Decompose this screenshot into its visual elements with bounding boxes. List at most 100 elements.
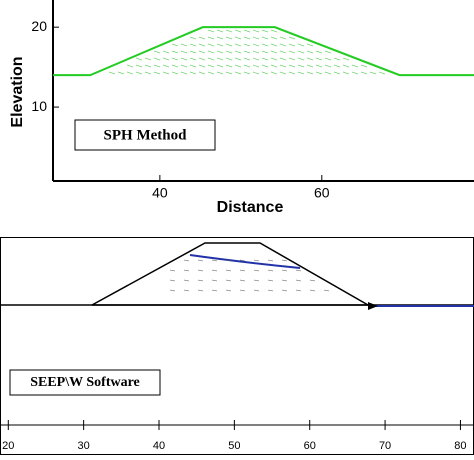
- vector-arrow: [153, 50, 161, 54]
- vector-arrow: [153, 64, 161, 68]
- vector-arrow: [239, 279, 246, 282]
- vector-arrow: [297, 43, 305, 47]
- x-tick-label: 40: [152, 185, 168, 201]
- vector-arrow: [333, 57, 341, 61]
- vector-arrow: [360, 64, 368, 68]
- vector-arrow: [333, 71, 341, 75]
- x-tick-label: 80: [454, 440, 466, 452]
- vector-arrow: [324, 71, 332, 75]
- vector-arrow: [253, 289, 260, 292]
- vector-arrow: [351, 64, 359, 68]
- vector-arrow: [216, 71, 224, 75]
- vector-arrow: [279, 71, 287, 75]
- vector-arrow: [261, 43, 269, 47]
- vector-arrow: [315, 50, 323, 54]
- vector-arrow: [225, 64, 233, 68]
- vector-arrow: [216, 36, 224, 40]
- x-tick-label: 60: [314, 185, 330, 201]
- vector-arrow: [279, 57, 287, 61]
- x-axis-label: Distance: [217, 199, 284, 216]
- phreatic-line: [189, 254, 301, 269]
- vector-arrow: [378, 71, 386, 75]
- vector-arrow: [197, 269, 204, 272]
- vector-arrow: [211, 259, 218, 262]
- vector-arrow: [180, 50, 188, 54]
- vector-arrow: [360, 71, 368, 75]
- vector-arrow: [162, 57, 170, 61]
- vector-arrow: [253, 259, 260, 262]
- vector-arrow: [279, 50, 287, 54]
- vector-arrow: [162, 64, 170, 68]
- vector-arrow: [183, 269, 190, 272]
- vector-arrow: [171, 50, 179, 54]
- vector-arrow: [117, 71, 125, 75]
- vector-arrow: [198, 64, 206, 68]
- vector-arrow: [288, 36, 296, 40]
- vector-arrow: [198, 43, 206, 47]
- vector-arrow: [252, 43, 260, 47]
- vector-arrow: [207, 57, 215, 61]
- vector-arrow: [270, 43, 278, 47]
- vector-arrow: [135, 71, 143, 75]
- vector-arrow: [261, 29, 269, 33]
- vector-arrow: [297, 50, 305, 54]
- vector-arrow: [309, 279, 316, 282]
- vector-arrow: [198, 50, 206, 54]
- vector-arrow: [342, 64, 350, 68]
- vector-arrow: [153, 57, 161, 61]
- x-tick-label: 40: [153, 440, 165, 452]
- vector-arrow: [180, 57, 188, 61]
- vector-arrow: [324, 57, 332, 61]
- vector-arrow: [270, 29, 278, 33]
- vector-arrow: [180, 64, 188, 68]
- vector-arrow: [234, 29, 242, 33]
- software-box: [9, 369, 161, 396]
- y-axis-label: Elevation: [9, 56, 26, 127]
- vector-arrow: [197, 289, 204, 292]
- vector-arrow: [169, 289, 176, 292]
- vector-arrow: [225, 269, 232, 272]
- x-tick-label: 70: [379, 440, 391, 452]
- vector-arrow: [295, 269, 302, 272]
- vector-arrow: [315, 64, 323, 68]
- vector-arrow: [288, 64, 296, 68]
- vector-arrow: [211, 269, 218, 272]
- vector-arrow: [198, 71, 206, 75]
- vector-arrow: [295, 289, 302, 292]
- vector-arrow: [234, 50, 242, 54]
- vector-arrow: [216, 57, 224, 61]
- vector-arrow: [261, 57, 269, 61]
- vector-arrow: [225, 57, 233, 61]
- vector-arrow: [281, 269, 288, 272]
- vector-arrow: [216, 64, 224, 68]
- vector-arrow: [207, 50, 215, 54]
- vector-arrow: [197, 279, 204, 282]
- vector-arrow: [225, 71, 233, 75]
- vector-arrow: [225, 289, 232, 292]
- vector-arrow: [267, 279, 274, 282]
- vector-arrow: [189, 71, 197, 75]
- vector-arrow: [252, 64, 260, 68]
- vector-arrow: [239, 269, 246, 272]
- x-tick-label: 30: [78, 440, 90, 452]
- vector-arrow: [207, 71, 215, 75]
- vector-arrow: [225, 50, 233, 54]
- vector-arrow: [267, 259, 274, 262]
- vector-arrow: [234, 36, 242, 40]
- vector-arrow: [342, 57, 350, 61]
- vector-arrow: [189, 64, 197, 68]
- vector-arrow: [351, 71, 359, 75]
- vector-arrow: [267, 289, 274, 292]
- vector-arrow: [216, 50, 224, 54]
- software-label: SEEP\W Software: [30, 375, 140, 390]
- vector-arrow: [297, 71, 305, 75]
- vector-arrow: [144, 64, 152, 68]
- vector-arrow: [207, 43, 215, 47]
- vector-arrow: [288, 57, 296, 61]
- vector-arrow: [306, 64, 314, 68]
- vector-arrow: [183, 259, 190, 262]
- vector-arrow: [197, 259, 204, 262]
- vector-arrow: [189, 36, 197, 40]
- embankment-outline: [91, 242, 371, 306]
- vector-arrow: [225, 43, 233, 47]
